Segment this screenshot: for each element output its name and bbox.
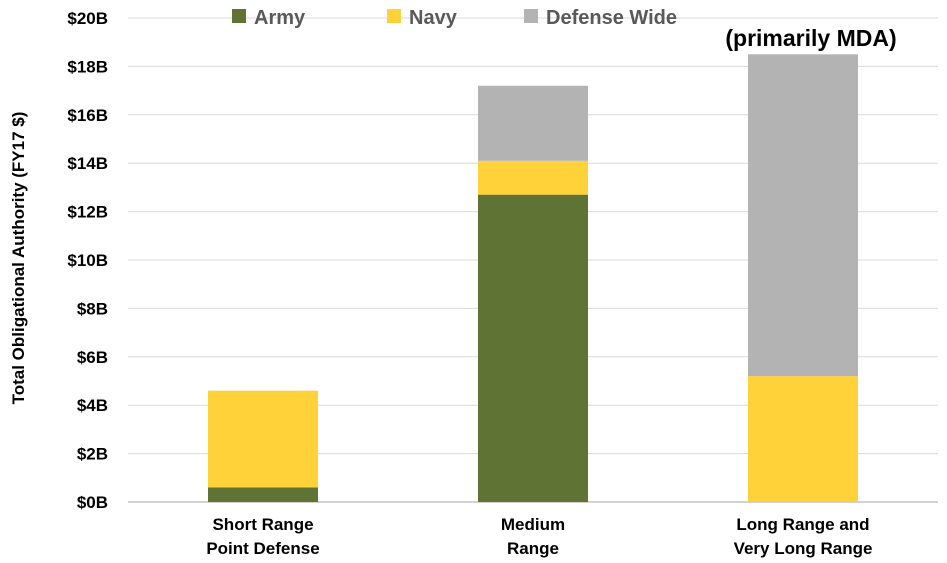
bar-navy-2 xyxy=(748,376,858,502)
y-tick-label: $20B xyxy=(67,9,108,28)
y-tick-label: $4B xyxy=(77,396,108,415)
bar-defense-wide-1 xyxy=(478,85,588,161)
y-tick-label: $16B xyxy=(67,106,108,125)
y-tick-label: $14B xyxy=(67,154,108,173)
y-tick-label: $10B xyxy=(67,251,108,270)
annotations: (primarily MDA) xyxy=(725,25,896,51)
bar-navy-1 xyxy=(478,160,588,195)
legend-label: Navy xyxy=(409,7,458,29)
legend-label: Defense Wide xyxy=(546,7,677,29)
y-tick-label: $0B xyxy=(77,493,108,512)
category-label: Range xyxy=(507,539,559,558)
category-labels: Short Range Point Defense Medium Range Long … xyxy=(206,515,872,558)
y-tick-label: $18B xyxy=(67,57,108,76)
bar-defense-wide-2 xyxy=(748,54,858,377)
legend-label: Army xyxy=(254,7,306,29)
y-axis-label: Total Obligational Authority (FY17 $) xyxy=(9,112,28,405)
y-tick-labels: $0B $2B $4B $6B $8B $10B $12B $14B $16B $18B $20B xyxy=(67,9,108,512)
category-label: Medium xyxy=(501,515,565,534)
y-tick-label: $2B xyxy=(77,445,108,464)
bars xyxy=(208,54,858,502)
bar-navy-0 xyxy=(208,390,318,488)
category-label: Long Range and xyxy=(736,515,869,534)
legend-swatch xyxy=(524,9,538,23)
category-label: Point Defense xyxy=(206,539,319,558)
annotation-label: (primarily MDA) xyxy=(725,25,896,51)
legend-swatch xyxy=(232,9,246,23)
y-tick-label: $6B xyxy=(77,348,108,367)
bar-army-1 xyxy=(478,194,588,502)
legend: Army Navy Defense Wide xyxy=(232,7,677,29)
y-tick-label: $12B xyxy=(67,203,108,222)
y-tick-label: $8B xyxy=(77,299,108,318)
legend-swatch xyxy=(387,9,401,23)
category-label: Very Long Range xyxy=(734,539,873,558)
bar-army-0 xyxy=(208,487,318,502)
category-label: Short Range xyxy=(212,515,313,534)
